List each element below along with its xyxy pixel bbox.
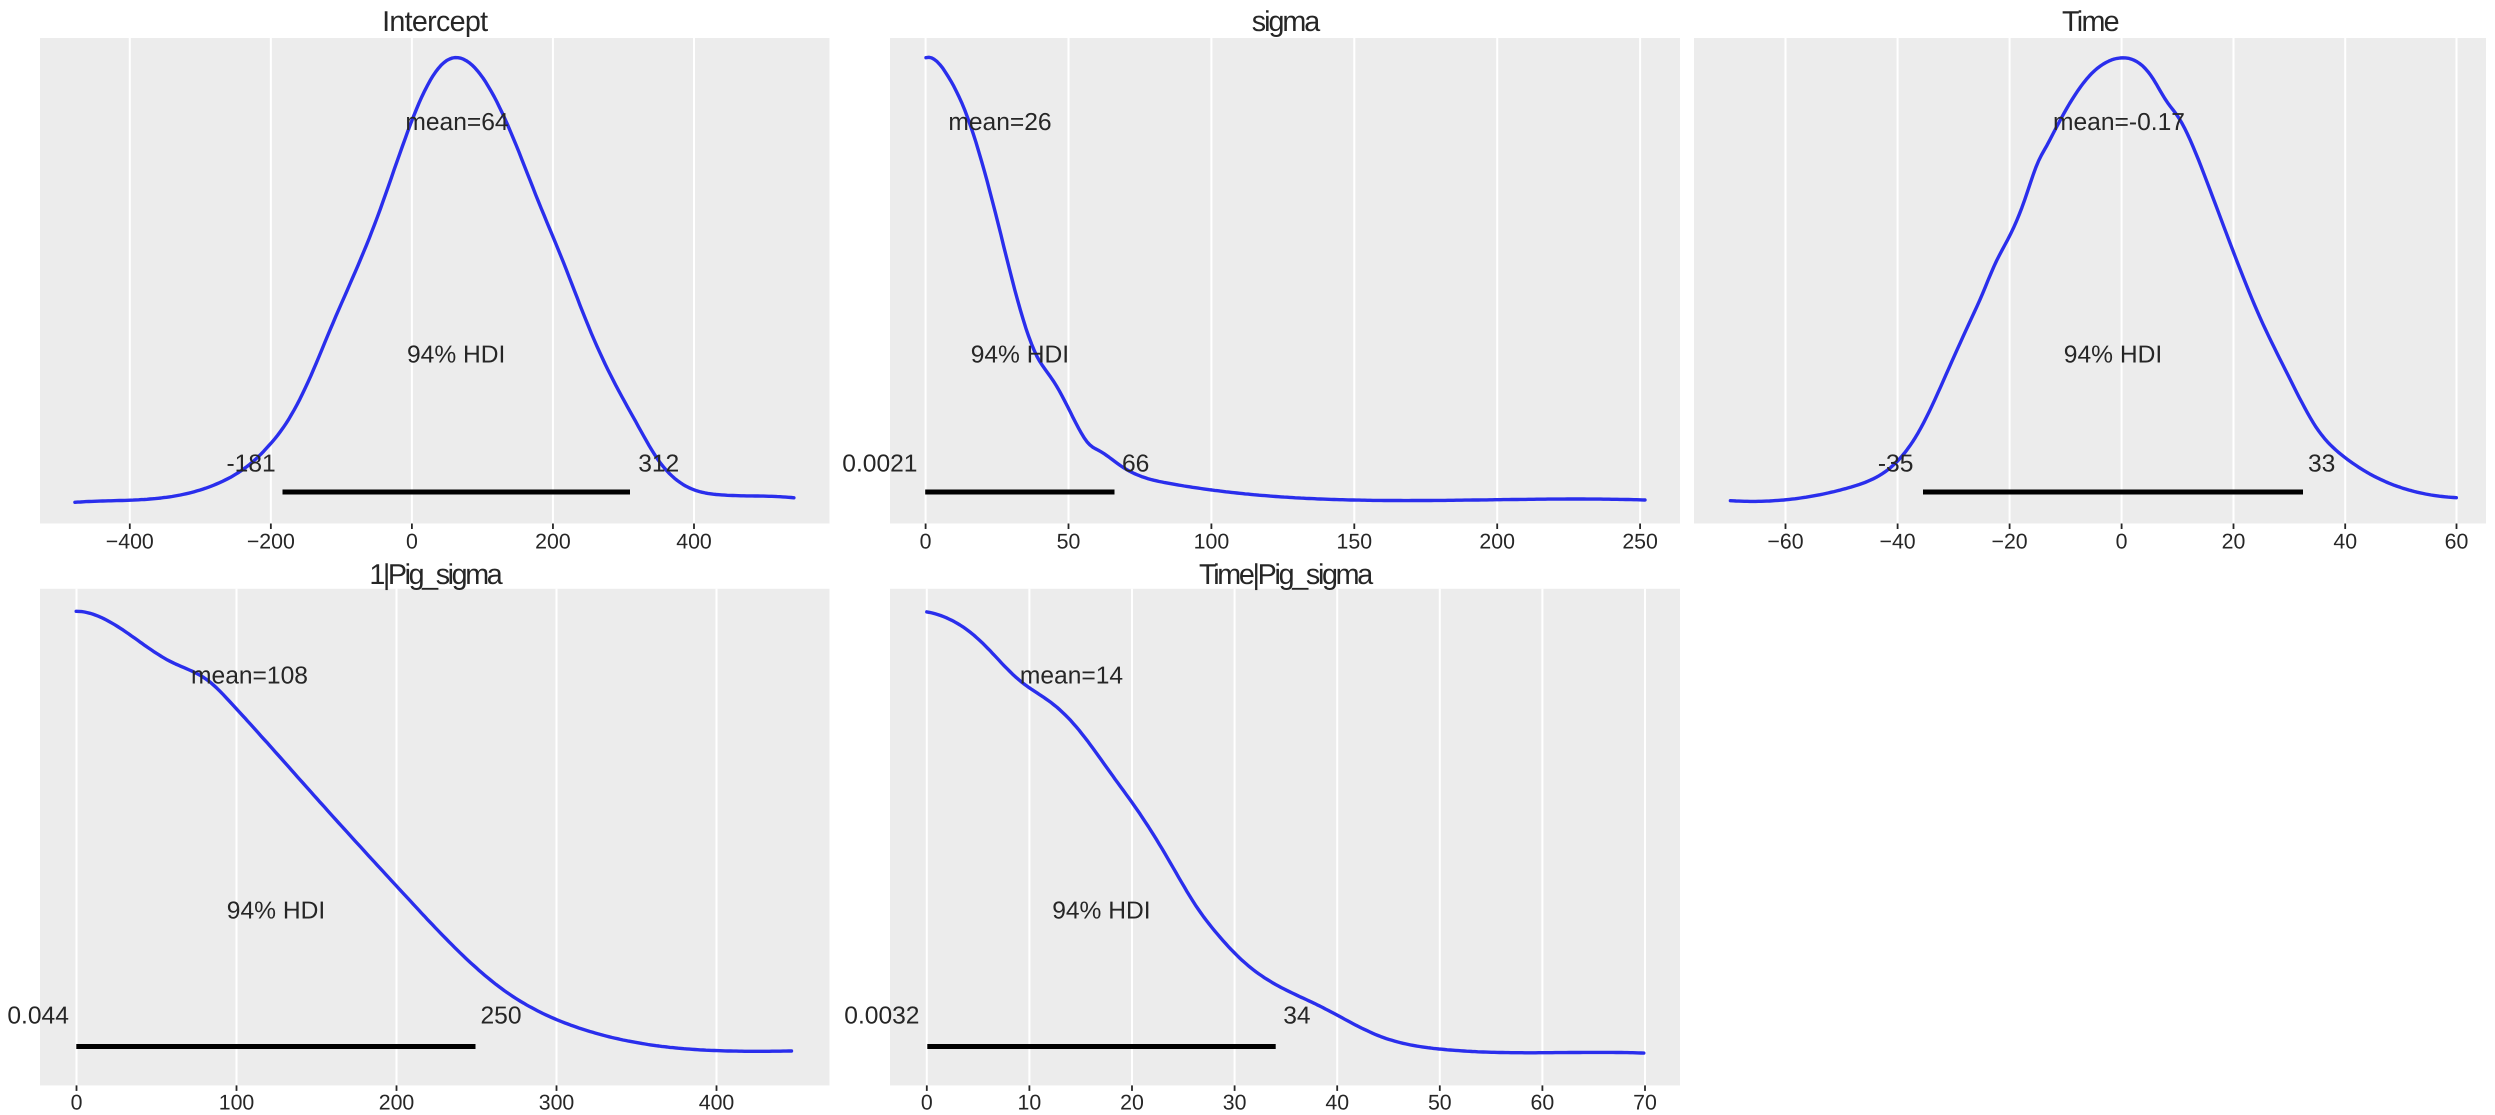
svg-text:mean=14: mean=14: [1020, 662, 1123, 689]
svg-text:-181: -181: [226, 450, 275, 477]
svg-text:70: 70: [1633, 1091, 1657, 1115]
svg-text:100: 100: [1194, 530, 1230, 554]
svg-text:200: 200: [379, 1091, 415, 1115]
svg-text:200: 200: [1479, 530, 1515, 554]
svg-text:30: 30: [1223, 1091, 1247, 1115]
svg-text:40: 40: [2333, 530, 2357, 554]
svg-text:94% HDI: 94% HDI: [1052, 897, 1150, 924]
svg-text:0.044: 0.044: [7, 1003, 69, 1030]
svg-text:mean=108: mean=108: [191, 662, 308, 689]
svg-text:150: 150: [1337, 530, 1373, 554]
svg-text:0: 0: [71, 1091, 83, 1115]
svg-text:250: 250: [1622, 530, 1658, 554]
svg-text:200: 200: [535, 530, 571, 554]
svg-text:250: 250: [481, 1003, 522, 1030]
svg-text:−200: −200: [247, 530, 295, 554]
svg-text:-35: -35: [1878, 450, 1914, 477]
svg-text:94% HDI: 94% HDI: [971, 342, 1069, 369]
svg-text:mean=26: mean=26: [948, 109, 1051, 136]
svg-text:312: 312: [638, 450, 679, 477]
svg-text:300: 300: [539, 1091, 575, 1115]
svg-text:60: 60: [2445, 530, 2469, 554]
svg-text:mean=64: mean=64: [405, 109, 508, 136]
svg-text:20: 20: [1120, 1091, 1144, 1115]
svg-text:66: 66: [1122, 450, 1149, 477]
svg-text:Time|Pig_sigma: Time|Pig_sigma: [1199, 559, 1373, 591]
svg-text:Intercept: Intercept: [382, 6, 488, 38]
svg-text:33: 33: [2308, 450, 2335, 477]
svg-text:0: 0: [406, 530, 418, 554]
svg-text:−400: −400: [106, 530, 154, 554]
svg-text:1|Pig_sigma: 1|Pig_sigma: [369, 559, 502, 591]
svg-text:34: 34: [1283, 1003, 1310, 1030]
svg-text:−60: −60: [1767, 530, 1803, 554]
svg-text:94% HDI: 94% HDI: [227, 897, 325, 924]
svg-text:100: 100: [219, 1091, 255, 1115]
svg-text:mean=-0.17: mean=-0.17: [2053, 109, 2185, 136]
svg-text:20: 20: [2222, 530, 2246, 554]
svg-text:400: 400: [676, 530, 712, 554]
svg-text:Time: Time: [2062, 6, 2119, 38]
svg-text:400: 400: [699, 1091, 735, 1115]
svg-text:0.0032: 0.0032: [844, 1003, 919, 1030]
svg-text:sigma: sigma: [1252, 6, 1321, 38]
svg-text:10: 10: [1018, 1091, 1042, 1115]
svg-text:0: 0: [921, 1091, 933, 1115]
svg-text:−20: −20: [1992, 530, 2028, 554]
svg-text:40: 40: [1325, 1091, 1349, 1115]
svg-text:94% HDI: 94% HDI: [407, 342, 505, 369]
svg-text:94% HDI: 94% HDI: [2064, 342, 2162, 369]
svg-text:60: 60: [1531, 1091, 1555, 1115]
svg-text:50: 50: [1428, 1091, 1452, 1115]
svg-text:0.0021: 0.0021: [842, 450, 917, 477]
svg-text:−40: −40: [1880, 530, 1916, 554]
svg-text:50: 50: [1057, 530, 1081, 554]
svg-text:0: 0: [2116, 530, 2128, 554]
svg-text:0: 0: [920, 530, 932, 554]
